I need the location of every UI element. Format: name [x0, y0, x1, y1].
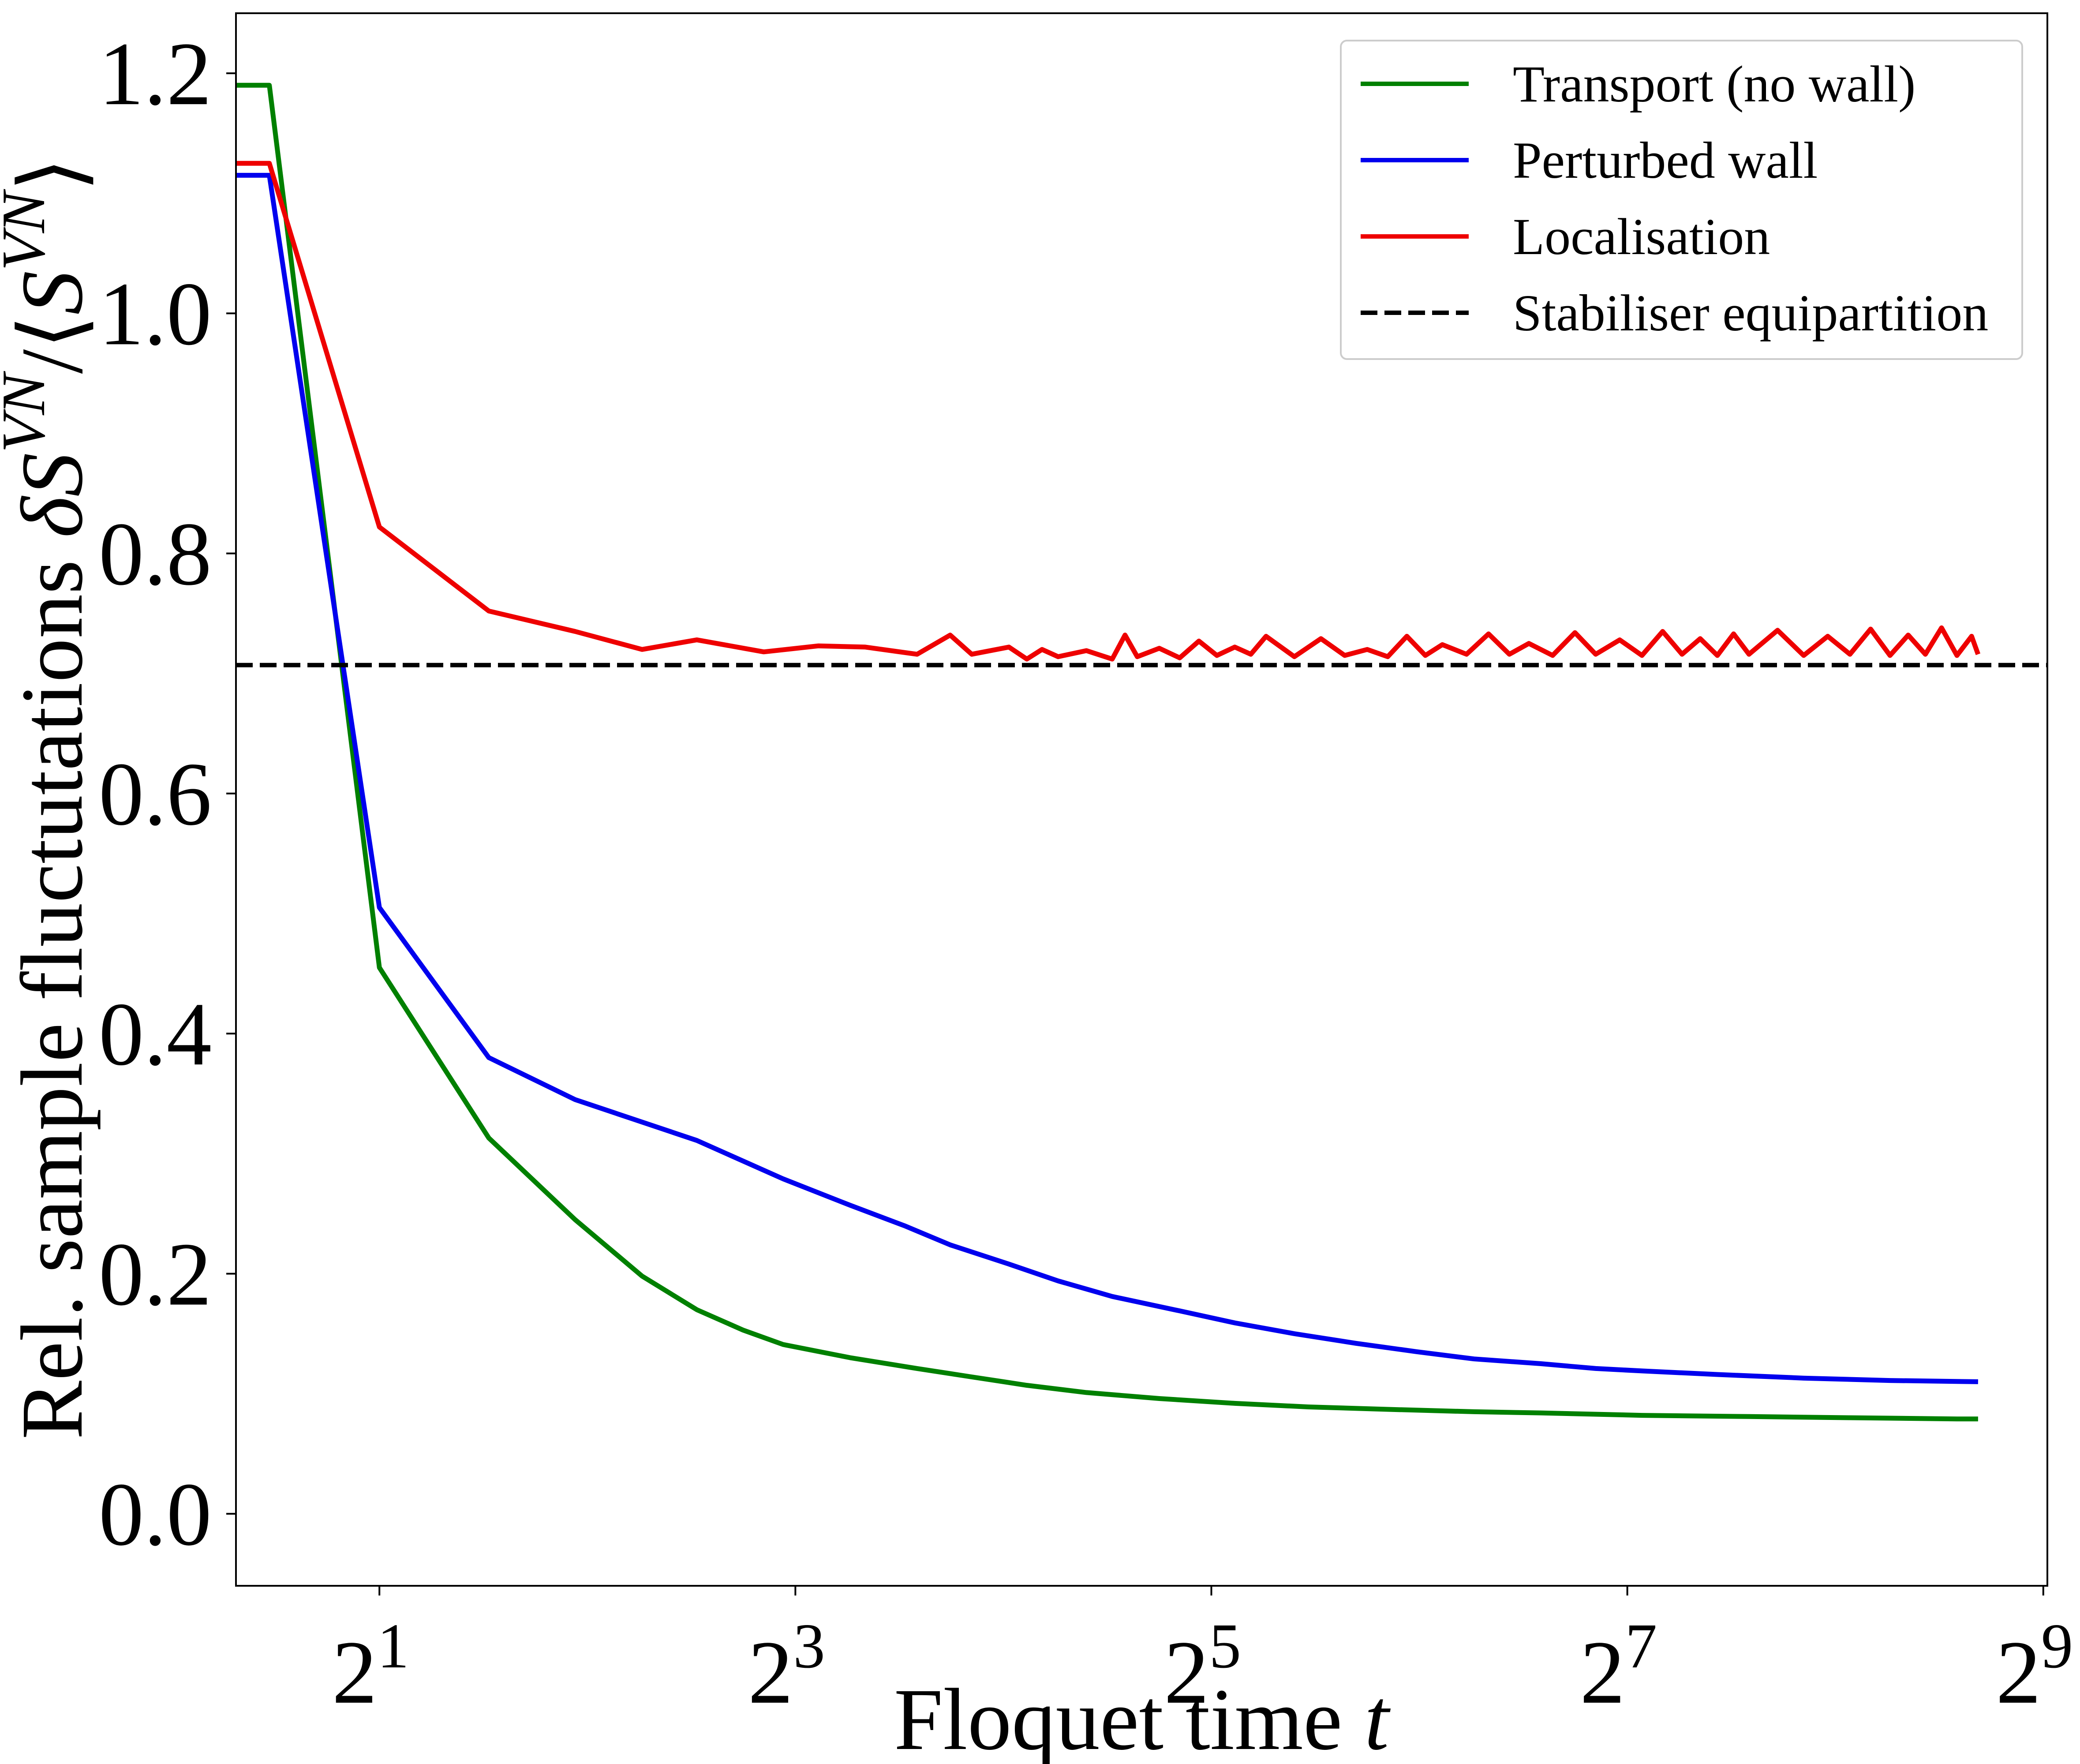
y-tick-labels: 0.0 0.2 0.4 0.6 0.8 1.0 1.2: [99, 24, 212, 1565]
legend: Transport (no wall) Perturbed wall Localis…: [1340, 40, 2023, 360]
series-layer: [236, 82, 2047, 1422]
y-axis-label: Rel. sample fluctutations δSVN/⟨SVN⟩: [0, 157, 101, 1439]
legend-label-localisation: Localisation: [1513, 208, 1770, 266]
series-line-localisation: [236, 161, 1981, 662]
legend-label-transport-no-wall: Transport (no wall): [1513, 55, 1915, 113]
legend-box: [1340, 40, 2023, 360]
x-tick-label: 21: [332, 1611, 409, 1723]
series-line-transport-no-wall: [236, 82, 1978, 1422]
x-tick-label: 23: [748, 1611, 825, 1723]
x-tick-label: 29: [1996, 1611, 2073, 1723]
y-tick-label: 0.6: [99, 744, 212, 844]
y-tick-label: 0.8: [99, 504, 212, 604]
x-tick-label: 27: [1580, 1611, 1657, 1723]
y-tick-label: 1.0: [99, 264, 212, 364]
ticks-layer: [226, 72, 2044, 1595]
plot-frame: [235, 12, 2048, 1587]
legend-label-perturbed-wall: Perturbed wall: [1513, 131, 1818, 189]
legend-label-stabiliser-equipartition: Stabiliser equipartition: [1513, 284, 1988, 342]
x-axis-label: Floquet time t: [894, 1671, 1391, 1764]
series-line-perturbed-wall: [236, 172, 1978, 1384]
y-tick-label: 0.0: [99, 1464, 212, 1565]
y-tick-label: 0.2: [99, 1224, 212, 1324]
y-tick-label: 0.4: [99, 984, 212, 1084]
x-axis-label-text: Floquet time: [894, 1671, 1365, 1764]
x-tick-labels: 21 23 25 27 29: [332, 1611, 2073, 1723]
x-tick-label: 25: [1164, 1611, 1241, 1723]
y-tick-label: 1.2: [99, 24, 212, 124]
